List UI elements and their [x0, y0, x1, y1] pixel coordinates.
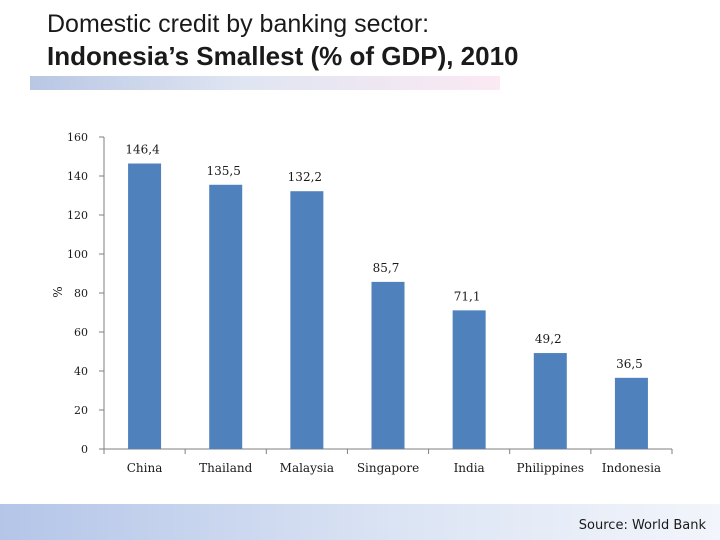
y-tick-label: 140: [67, 170, 88, 183]
y-tick-label: 0: [81, 443, 88, 456]
y-tick-label: 160: [67, 131, 88, 144]
data-label: 135,5: [207, 164, 241, 178]
category-label: India: [454, 461, 485, 475]
title-line-1: Domestic credit by banking sector:: [47, 10, 430, 38]
data-label: 132,2: [288, 170, 322, 184]
data-label: 36,5: [616, 357, 643, 371]
category-label: Thailand: [199, 461, 252, 475]
data-label: 85,7: [373, 261, 400, 275]
data-label: 71,1: [454, 289, 481, 303]
y-tick-label: 40: [74, 365, 88, 378]
slide-title: Domestic credit by banking sector: Indon…: [47, 8, 687, 72]
y-tick-label: 100: [67, 248, 88, 261]
bar-chart: 0 20 40 60 80 100 120 140 160% 146,4 China 135,5 Tha…: [51, 131, 673, 475]
bar: [209, 184, 243, 449]
footer-bar: [0, 504, 720, 540]
category-label: Singapore: [357, 461, 419, 475]
y-tick-label: 20: [74, 404, 88, 417]
bar: [290, 191, 324, 449]
y-tick-label: 80: [74, 287, 88, 300]
data-label: 49,2: [535, 332, 562, 346]
y-tick-label: 120: [67, 209, 88, 222]
category-label: China: [127, 461, 163, 475]
category-label: Indonesia: [602, 461, 661, 475]
bar: [371, 281, 405, 449]
y-tick-label: 60: [74, 326, 88, 339]
bar: [452, 310, 486, 449]
title-underline-bar: [30, 76, 500, 90]
data-label: 146,4: [125, 143, 160, 157]
category-label: Malaysia: [280, 461, 334, 475]
source-note: Source: World Bank: [578, 518, 706, 533]
bar: [614, 377, 648, 449]
bar: [533, 353, 567, 449]
y-axis-title: %: [51, 286, 65, 297]
title-line-2: Indonesia’s Smallest (% of GDP), 2010: [47, 41, 519, 71]
bar: [128, 163, 162, 449]
category-label: Philippines: [517, 461, 585, 475]
